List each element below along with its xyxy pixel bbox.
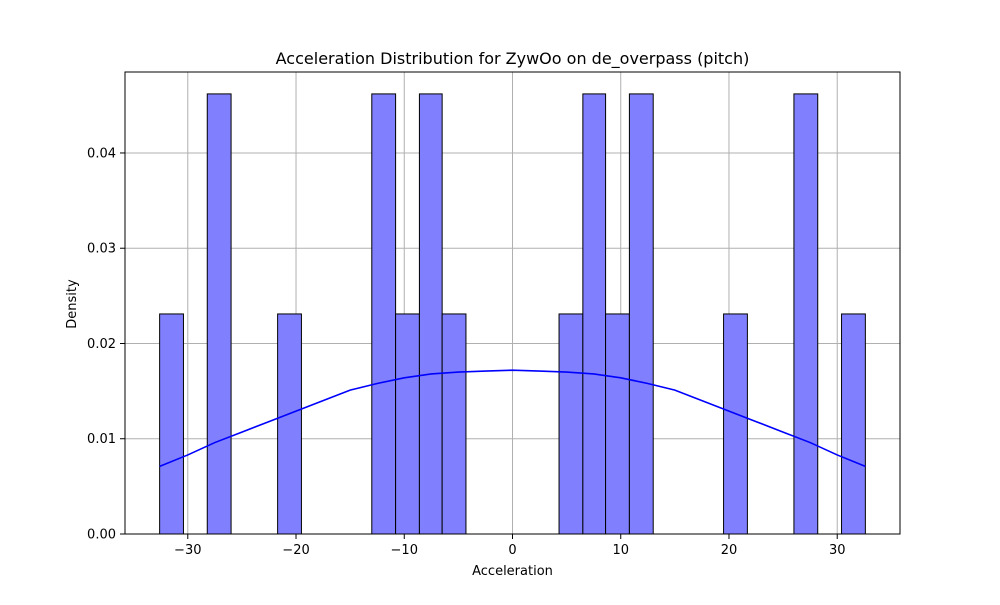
histogram-bar — [371, 93, 397, 535]
histogram-bar — [159, 313, 184, 535]
x-tick-label: 30 — [829, 543, 846, 558]
histogram-bar — [841, 313, 866, 535]
histogram-bar — [558, 313, 584, 535]
histogram-bar — [418, 93, 443, 535]
y-tick-label: 0.01 — [87, 432, 116, 447]
x-tick-label: 0 — [508, 543, 516, 558]
histogram-bar — [441, 313, 467, 535]
histogram-bar — [206, 93, 232, 535]
kde-layer — [159, 369, 866, 468]
histogram-bar — [605, 313, 630, 535]
x-tick-label: −10 — [391, 543, 418, 558]
bars-layer — [159, 93, 866, 535]
chart-title: Acceleration Distribution for ZywOo on d… — [276, 49, 750, 69]
histogram-bar — [277, 313, 302, 535]
x-tick-label: 20 — [721, 543, 738, 558]
y-axis-label: Density — [65, 279, 80, 329]
histogram-bar — [628, 93, 654, 535]
x-axis-label: Acceleration — [472, 564, 553, 579]
y-tick-label: 0.00 — [87, 528, 116, 543]
kde-curve — [159, 369, 866, 468]
histogram-bar — [723, 313, 748, 535]
grid-layer — [125, 72, 900, 535]
y-tick-label: 0.03 — [87, 242, 116, 257]
histogram-bar — [395, 313, 420, 535]
histogram-bar — [793, 93, 819, 535]
y-tick-label: 0.04 — [87, 146, 116, 161]
y-tick-label: 0.02 — [87, 337, 116, 352]
histogram-bar — [582, 93, 607, 535]
x-tick-label: −30 — [174, 543, 201, 558]
axes-layer: −30 −20 −10 0 10 20 30 0.00 0.01 0.02 0.03 0.04 — [87, 71, 901, 558]
x-tick-label: 10 — [612, 543, 629, 558]
x-tick-label: −20 — [282, 543, 309, 558]
